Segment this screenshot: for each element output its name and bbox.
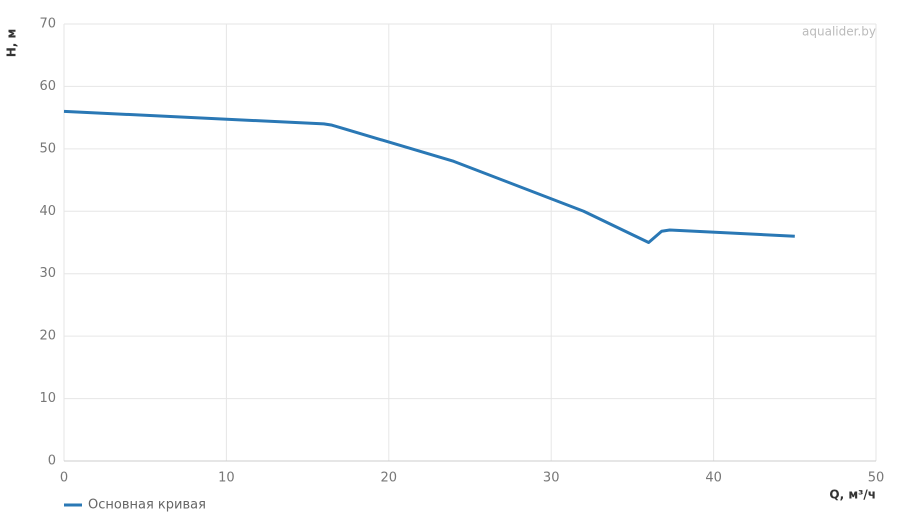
y-tick-label: 0 xyxy=(48,454,56,469)
legend-label: Основная кривая xyxy=(88,498,206,513)
watermark: aqualider.by xyxy=(802,25,876,39)
y-tick-label: 30 xyxy=(39,266,56,281)
y-tick-label: 40 xyxy=(39,204,56,219)
x-tick-label: 50 xyxy=(868,471,885,486)
x-tick-label: 0 xyxy=(60,471,68,486)
x-tick-label: 10 xyxy=(218,471,235,486)
y-tick-label: 70 xyxy=(39,17,56,32)
y-axis-title: H, м xyxy=(5,29,19,58)
x-tick-label: 30 xyxy=(543,471,560,486)
line xyxy=(63,109,795,244)
y-tick-label: 60 xyxy=(39,79,56,94)
x-tick-label: 40 xyxy=(705,471,722,486)
y-tick-label: 50 xyxy=(39,141,56,156)
y-tick-label: 20 xyxy=(39,329,56,344)
y-tick-label: 10 xyxy=(39,391,56,406)
x-tick-label: 20 xyxy=(381,471,398,486)
x-axis-title: Q, м³/ч xyxy=(829,488,876,502)
